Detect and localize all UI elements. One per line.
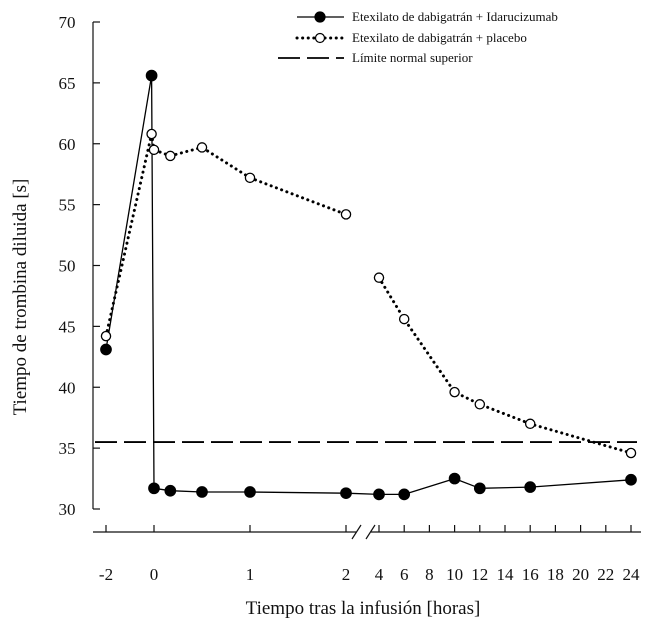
x-axis-break-mark: [351, 524, 362, 540]
legend-marker-placebo: [314, 32, 326, 44]
data-point-idarucizumab: [625, 473, 637, 486]
legend-label: Límite normal superior: [352, 50, 473, 65]
data-point-idarucizumab: [244, 486, 256, 498]
data-point-idarucizumab: [340, 487, 352, 500]
x-tick-label: 22: [597, 565, 614, 584]
x-tick-label: 2: [342, 565, 351, 584]
y-axis-title: Tiempo de trombina diluida [s]: [10, 179, 31, 416]
legend-label: Etexilato de dabigatrán + Idarucizumab: [352, 9, 558, 24]
data-point-idarucizumab: [145, 69, 158, 82]
legend: Etexilato de dabigatrán + Idarucizumab Et…: [278, 9, 558, 65]
y-tick-label: 40: [59, 378, 76, 397]
data-point-placebo: [449, 386, 460, 398]
series-lines: [104, 74, 633, 496]
legend-label: Etexilato de dabigatrán + placebo: [352, 30, 527, 45]
data-point-idarucizumab: [373, 488, 385, 501]
y-tick-label: 45: [59, 317, 76, 336]
y-tick-label: 55: [59, 196, 76, 215]
axes: [92, 21, 641, 540]
x-tick-label: 8: [425, 565, 434, 584]
x-tick-label: 16: [522, 565, 539, 584]
data-point-placebo: [146, 128, 157, 140]
x-tick-label: 4: [375, 565, 384, 584]
x-axis-title: Tiempo tras la infusión [horas]: [246, 598, 481, 619]
x-tick-label: 12: [471, 565, 488, 584]
x-tick-label: 18: [547, 565, 564, 584]
data-point-placebo: [398, 313, 410, 325]
data-point-idarucizumab: [100, 343, 112, 356]
legend-marker-idarucizumab: [314, 11, 326, 23]
x-axis-break-mark: [365, 524, 376, 540]
data-point-placebo: [340, 209, 352, 220]
data-point-placebo: [196, 142, 208, 153]
data-point-idarucizumab: [473, 482, 486, 495]
x-tick-label: 14: [497, 565, 515, 584]
data-point-idarucizumab: [524, 481, 537, 493]
data-point-placebo: [625, 447, 637, 459]
y-tick-label: 70: [59, 13, 76, 32]
data-point-idarucizumab: [398, 488, 411, 501]
data-point-placebo: [373, 272, 385, 283]
data-point-idarucizumab: [196, 486, 208, 498]
y-tick-label: 60: [59, 135, 76, 154]
data-point-placebo: [244, 172, 256, 184]
data-point-placebo: [474, 399, 486, 410]
data-point-placebo: [100, 330, 112, 342]
x-tick-label: 24: [623, 565, 641, 584]
x-tick-label: -2: [99, 565, 113, 584]
series-points: [100, 69, 637, 501]
y-tick-label: 65: [59, 74, 76, 93]
x-tick-label: 20: [572, 565, 589, 584]
x-tick-label: 10: [446, 565, 463, 584]
series-line-idarucizumab: [105, 74, 632, 496]
y-tick-label: 35: [59, 439, 76, 458]
data-point-placebo: [524, 418, 536, 430]
y-tick-label: 50: [59, 257, 76, 276]
series-line-placebo: [104, 132, 348, 338]
data-point-idarucizumab: [448, 472, 461, 485]
y-tick-label: 30: [59, 500, 76, 519]
data-point-idarucizumab: [148, 482, 160, 495]
x-tick-label: 6: [400, 565, 409, 584]
data-point-placebo: [148, 144, 160, 156]
data-point-placebo: [165, 150, 176, 162]
x-tick-label: 0: [150, 565, 159, 584]
data-point-idarucizumab: [164, 484, 177, 497]
x-tick-label: 1: [246, 565, 255, 584]
series-line-placebo: [377, 276, 633, 455]
